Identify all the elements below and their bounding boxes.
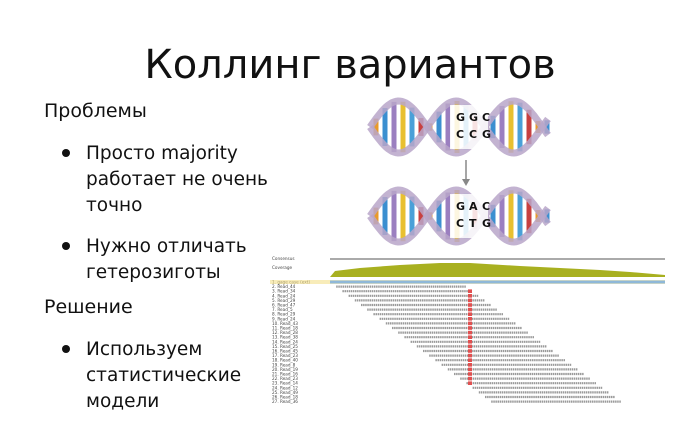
bullet-dot xyxy=(62,345,70,353)
dna-letter: G xyxy=(482,217,491,230)
bullet-text: модели xyxy=(86,391,159,412)
bullet-text: точно xyxy=(86,195,142,216)
bullet-text: Просто majority xyxy=(86,143,238,164)
bullet-text: статистические xyxy=(86,365,241,386)
read-name: 10. Read_43 xyxy=(272,321,298,326)
coverage-label: Coverage xyxy=(272,265,292,270)
variant xyxy=(468,294,472,298)
dna-letter: G xyxy=(482,128,491,141)
bullet-text: гетерозиготы xyxy=(86,262,221,283)
variant xyxy=(468,330,472,335)
bullet-text: Используем xyxy=(86,339,202,360)
read-name: 11. Read_18 xyxy=(272,326,298,331)
read-name: 2. Read_44 xyxy=(272,284,296,289)
variant xyxy=(468,344,472,349)
consensus-label: Consensus xyxy=(272,256,295,261)
read-name: 15. Read_25 xyxy=(272,344,298,349)
backbone xyxy=(367,97,551,157)
variant xyxy=(468,367,472,372)
variant xyxy=(468,321,472,326)
variant xyxy=(468,376,472,381)
read-name: 27. Read_36 xyxy=(272,399,298,404)
read-name: 21. Read_16 xyxy=(272,372,298,377)
read-name: 20. Read_19 xyxy=(272,367,298,372)
dna-letter: C xyxy=(456,128,464,141)
letter-box xyxy=(450,194,488,238)
variant xyxy=(468,317,472,321)
read-name: 13. Read_38 xyxy=(272,335,298,340)
variant xyxy=(468,289,472,293)
variant xyxy=(468,363,472,367)
backbone xyxy=(367,186,551,246)
dna-letter: T xyxy=(469,217,477,230)
read-name: 8. Read_29 xyxy=(272,312,296,317)
variant xyxy=(468,335,472,339)
slide-title: Коллинг вариантов xyxy=(144,42,555,88)
dna-letter: G xyxy=(456,111,465,124)
dna-letter: A xyxy=(469,200,478,213)
read-name: 22. Read_23 xyxy=(272,376,298,381)
variant xyxy=(468,353,472,358)
variant xyxy=(468,298,472,303)
section-heading: Проблемы xyxy=(44,100,147,122)
variant xyxy=(468,303,472,307)
read-name: 17. Read_23 xyxy=(272,353,298,358)
read-name: 6. Read_47 xyxy=(272,303,296,308)
dna-letter: C xyxy=(469,128,477,141)
read-name: 24. Read_12 xyxy=(272,385,298,390)
dna-letter: C xyxy=(482,200,490,213)
read-name: 3. Read_34 xyxy=(272,289,296,294)
read-name: 9. Read_24 xyxy=(272,316,296,321)
read-name: 14. Read_24 xyxy=(272,339,298,344)
read-name: 23. Read_14 xyxy=(272,381,298,386)
variant xyxy=(468,372,472,376)
read-name: 18. Read_40 xyxy=(272,358,298,363)
variant xyxy=(468,307,472,312)
read-name: 5. Read_29 xyxy=(272,298,296,303)
dna-letter: C xyxy=(482,111,490,124)
variant xyxy=(468,326,472,330)
reference-seq xyxy=(330,280,665,284)
read-name: 25. Read_49 xyxy=(272,390,298,395)
read-name: 16. Read_45 xyxy=(272,349,298,354)
bullet-text: работает не очень xyxy=(86,169,268,190)
dna-letter: G xyxy=(456,200,465,213)
read-name: 26. Read_18 xyxy=(272,395,298,400)
variant xyxy=(468,312,472,316)
dna-letter: C xyxy=(456,217,464,230)
read-name: 7. Read_5 xyxy=(272,307,293,312)
read-name: 19. Read_8 xyxy=(272,362,296,367)
variant xyxy=(468,358,472,362)
bullet-dot xyxy=(62,242,70,250)
arrow-head xyxy=(462,179,470,186)
backbone xyxy=(367,186,551,246)
variant xyxy=(468,381,472,385)
variant xyxy=(468,349,472,353)
letter-box xyxy=(450,105,488,149)
bullet-dot xyxy=(62,149,70,157)
backbone xyxy=(367,97,551,157)
variant xyxy=(468,340,472,344)
section-heading: Решение xyxy=(44,296,133,318)
bullet-text: Нужно отличать xyxy=(86,236,247,257)
read-name: 12. Read_28 xyxy=(272,330,298,335)
read-name: 4. Read_24 xyxy=(272,293,296,298)
dna-letter: G xyxy=(469,111,478,124)
coverage xyxy=(330,263,665,277)
